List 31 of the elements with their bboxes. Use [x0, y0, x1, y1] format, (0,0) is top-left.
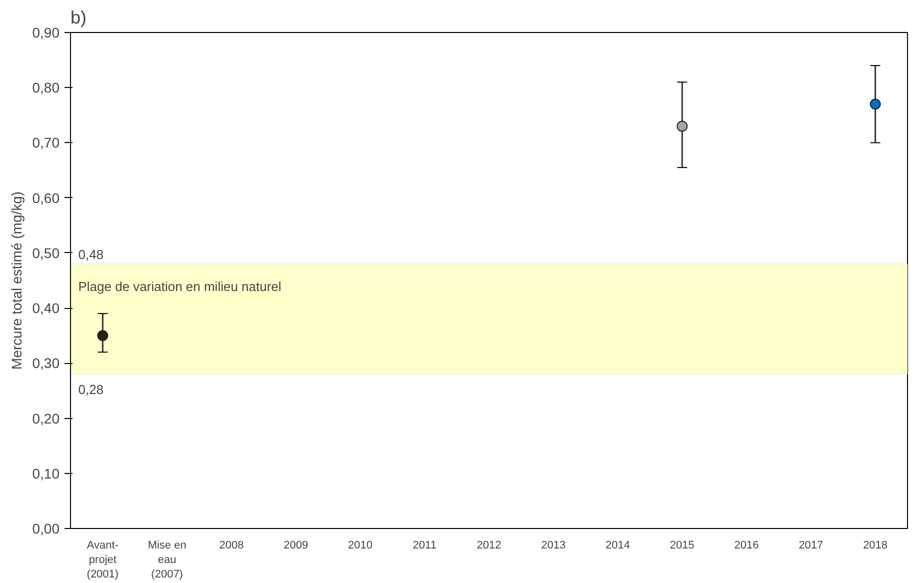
x-tick-label: 2017 — [798, 540, 824, 552]
y-tick-label: 0,90 — [32, 24, 60, 40]
band-label: Plage de variation en milieu naturel — [78, 278, 282, 294]
x-tick-label: Avant- projet (2001) — [86, 540, 119, 580]
x-tick-label: 2014 — [606, 540, 630, 552]
x-tick-label: 2018 — [863, 540, 888, 552]
y-tick-label: 0,00 — [32, 520, 60, 536]
x-tick-label: 2015 — [670, 540, 694, 552]
x-tick-label: 2011 — [412, 540, 436, 552]
point — [97, 330, 108, 342]
point — [676, 120, 688, 132]
x-tick-label: 2008 — [219, 540, 244, 552]
y-tick-label: 0,10 — [32, 465, 60, 482]
y-tick-label: 0,20 — [32, 410, 60, 426]
x-tick-label: 2010 — [348, 540, 372, 552]
chart-title: b) — [70, 8, 87, 28]
x-tick-label: 2013 — [541, 540, 566, 552]
y-tick-label: 0,80 — [32, 80, 60, 96]
y-tick-label: 0,60 — [32, 190, 60, 206]
y-tick-label: 0,70 — [32, 134, 60, 151]
y-tick-label: 0,30 — [32, 355, 60, 372]
y-tick-label: 0,40 — [32, 300, 60, 316]
annotation: 0,28 — [78, 382, 104, 398]
x-tick-label: 2012 — [476, 540, 502, 552]
x-tick-label: 2016 — [734, 540, 759, 552]
point — [870, 98, 881, 110]
x-tick-label: 2009 — [284, 540, 308, 552]
annotation: 0,48 — [78, 246, 104, 262]
x-tick-label: Mise en eau (2007) — [148, 540, 186, 580]
y-tick-label: 0,50 — [32, 244, 60, 261]
y-axis-title: Mercure total estimé (mg/kg) — [8, 191, 24, 370]
